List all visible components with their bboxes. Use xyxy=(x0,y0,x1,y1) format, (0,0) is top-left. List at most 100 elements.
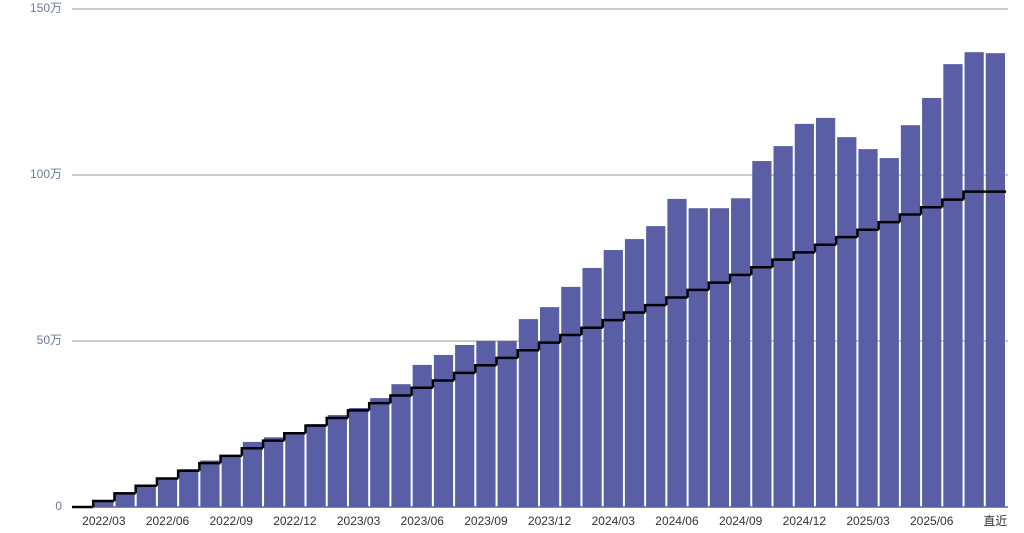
step-line xyxy=(198,461,221,471)
step-line xyxy=(686,288,709,298)
step-line xyxy=(155,477,179,486)
step-line xyxy=(962,190,985,200)
step-line xyxy=(898,213,922,223)
y-tick-label: 0 xyxy=(55,499,62,513)
x-tick-label: 2024/06 xyxy=(655,514,699,528)
step-line xyxy=(665,296,688,306)
bar xyxy=(94,500,114,507)
bar xyxy=(985,53,1005,507)
bar xyxy=(964,52,984,507)
bar xyxy=(157,478,178,507)
bar xyxy=(667,198,687,508)
step-line xyxy=(771,258,794,268)
bar xyxy=(837,137,857,508)
step-line xyxy=(941,198,964,208)
bar xyxy=(327,415,347,507)
x-tick-label: 2022/09 xyxy=(210,514,254,528)
bar xyxy=(518,319,538,507)
bar xyxy=(455,344,475,507)
step-line xyxy=(813,243,837,253)
y-tick-label: 50万 xyxy=(37,333,62,347)
step-line xyxy=(240,446,264,456)
step-line xyxy=(283,432,306,441)
step-line xyxy=(919,205,943,215)
x-tick-label: 2024/12 xyxy=(783,514,827,528)
bar xyxy=(943,64,963,507)
step-line xyxy=(452,371,476,381)
bar xyxy=(688,208,708,507)
step-line xyxy=(856,228,879,238)
step-line xyxy=(877,220,900,230)
bar xyxy=(540,307,560,507)
bar xyxy=(391,384,411,507)
step-line xyxy=(325,416,348,426)
step-line xyxy=(516,349,539,358)
bar xyxy=(221,455,241,507)
bar xyxy=(922,97,942,507)
bar xyxy=(582,267,602,507)
bar xyxy=(561,286,581,507)
bar xyxy=(752,161,772,507)
bar xyxy=(497,341,517,507)
x-tick-label: 2023/09 xyxy=(464,514,508,528)
bar xyxy=(624,239,645,508)
step-line xyxy=(431,379,455,388)
step-line xyxy=(346,409,370,419)
x-tick-label: 2023/12 xyxy=(528,514,572,528)
x-tick-label: 直近 xyxy=(983,514,1007,528)
bar xyxy=(646,226,666,508)
x-tick-label: 2025/06 xyxy=(910,514,954,528)
bar xyxy=(858,149,878,507)
bar xyxy=(433,354,454,507)
bar xyxy=(264,437,284,507)
bar xyxy=(242,441,263,507)
step-line xyxy=(558,333,582,343)
step-line xyxy=(91,499,115,507)
bar xyxy=(773,146,793,507)
x-tick-label: 2022/12 xyxy=(273,514,317,528)
bar xyxy=(709,208,730,507)
step-line xyxy=(367,401,391,411)
bar xyxy=(115,492,135,507)
bar xyxy=(603,250,623,508)
step-line xyxy=(580,326,603,336)
x-tick-label: 2024/03 xyxy=(592,514,636,528)
y-tick-label: 150万 xyxy=(30,1,62,15)
bar xyxy=(370,398,390,507)
step-line xyxy=(643,303,667,313)
step-line xyxy=(601,318,624,328)
x-tick-label: 2023/03 xyxy=(337,514,381,528)
step-line xyxy=(176,469,200,479)
step-line xyxy=(495,356,518,366)
step-line xyxy=(622,311,646,321)
step-line xyxy=(219,454,242,464)
step-line xyxy=(750,266,773,275)
bar xyxy=(179,469,199,507)
bar xyxy=(794,123,814,507)
step-line xyxy=(304,424,327,434)
bar xyxy=(306,424,326,507)
step-line xyxy=(389,394,412,404)
step-line xyxy=(707,281,731,290)
y-tick-label: 100万 xyxy=(30,167,62,181)
bar xyxy=(731,198,751,508)
step-line xyxy=(474,363,497,373)
step-line xyxy=(410,386,433,396)
x-tick-label: 2023/06 xyxy=(401,514,445,528)
bar xyxy=(348,408,369,507)
bar xyxy=(879,158,899,507)
bar xyxy=(476,341,496,507)
x-tick-label: 2022/03 xyxy=(82,514,126,528)
step-line xyxy=(728,273,752,283)
x-tick-label: 2024/09 xyxy=(719,514,763,528)
bar xyxy=(200,460,220,507)
x-tick-label: 2025/03 xyxy=(846,514,890,528)
step-line xyxy=(537,341,561,351)
bar xyxy=(285,433,305,507)
step-line xyxy=(113,492,136,502)
step-line xyxy=(792,251,815,260)
step-line xyxy=(834,235,858,245)
bar xyxy=(412,364,432,507)
step-line xyxy=(261,439,285,449)
bar xyxy=(900,125,921,507)
